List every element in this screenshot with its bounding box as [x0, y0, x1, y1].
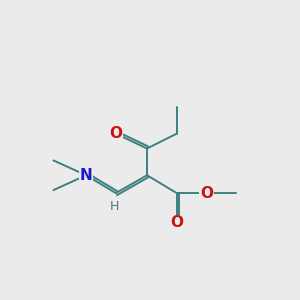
- Text: O: O: [170, 215, 183, 230]
- Text: O: O: [200, 186, 213, 201]
- Text: H: H: [110, 200, 119, 213]
- Text: N: N: [80, 168, 92, 183]
- Text: O: O: [109, 126, 122, 141]
